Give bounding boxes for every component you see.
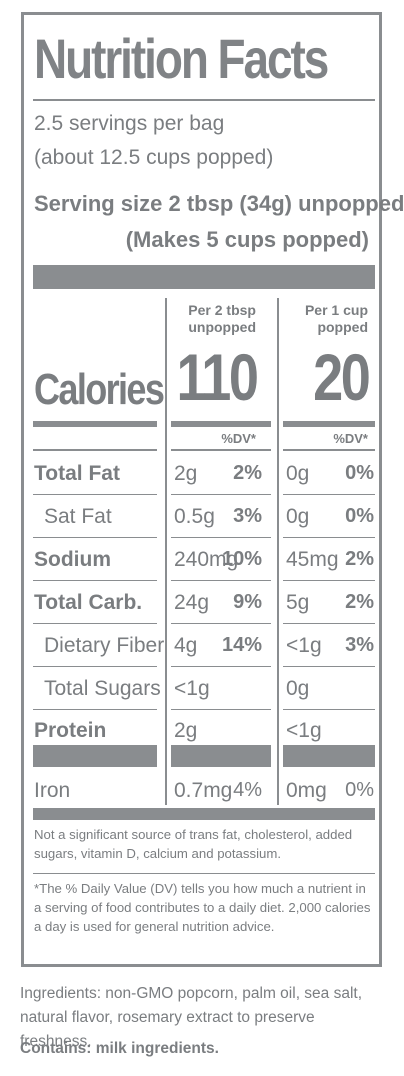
ingredients-statement: Ingredients: non-GMO popcorn, palm oil, … bbox=[20, 985, 363, 1050]
calories-col2: 20 bbox=[312, 340, 371, 414]
nutrient-row-total-carb: Total Carb. 24g 9% 5g 2% bbox=[24, 581, 385, 623]
row-rule bbox=[33, 709, 157, 710]
dv-header-col1: %DV* bbox=[221, 431, 256, 446]
nutrient-row-iron: Iron 0.7mg 4% 0mg 0% bbox=[24, 769, 385, 811]
nutrient-dv-col2: 0% bbox=[345, 505, 374, 527]
title-rule bbox=[33, 99, 375, 101]
col1-header-line2: unpopped bbox=[188, 319, 256, 335]
thick-rule-mid-label bbox=[33, 745, 157, 767]
calories-col1: 110 bbox=[176, 340, 258, 414]
row-rule bbox=[171, 666, 271, 667]
dv-rule-col1 bbox=[171, 449, 271, 451]
nutrient-amount-col2: 0g bbox=[286, 505, 310, 528]
nutrient-amount-col2: 5g bbox=[286, 591, 310, 614]
serving-size: Serving size 2 tbsp (34g) unpopped bbox=[34, 191, 404, 216]
nutrient-dv-col2: 0% bbox=[345, 779, 374, 801]
nutrient-name: Total Fat bbox=[34, 462, 120, 485]
row-rule bbox=[283, 537, 375, 538]
nutrient-amount-col1: <1g bbox=[174, 677, 210, 700]
thick-rule-bottom bbox=[33, 808, 375, 820]
nutrient-amount-col2: <1g bbox=[286, 634, 322, 657]
row-rule bbox=[283, 623, 375, 624]
nutrient-amount-col1: 0.7mg bbox=[174, 779, 233, 802]
nutrient-name: Dietary Fiber bbox=[44, 634, 165, 657]
nutrient-amount-col1: 4g bbox=[174, 634, 198, 657]
allergen-statement: Contains: milk ingredients. bbox=[20, 1040, 219, 1057]
col1-header-line1: Per 2 tbsp bbox=[188, 302, 256, 318]
row-rule bbox=[171, 709, 271, 710]
serving-makes: (Makes 5 cups popped) bbox=[125, 227, 369, 252]
row-rule bbox=[283, 666, 375, 667]
row-rule bbox=[33, 666, 157, 667]
nutrient-dv-col1: 3% bbox=[233, 505, 262, 527]
servings-per-container: 2.5 servings per bag bbox=[34, 112, 225, 135]
nutrient-dv-col2: 2% bbox=[345, 548, 374, 570]
nutrient-row-dietary-fiber: Dietary Fiber 4g 14% <1g 3% bbox=[24, 624, 385, 666]
footnote-rule bbox=[33, 873, 375, 874]
row-rule bbox=[33, 537, 157, 538]
row-rule bbox=[283, 494, 375, 495]
column-divider-1 bbox=[165, 298, 167, 805]
nutrient-name: Protein bbox=[34, 719, 107, 742]
thick-rule-top bbox=[33, 265, 375, 289]
row-rule bbox=[171, 623, 271, 624]
dv-rule-col2 bbox=[283, 449, 375, 451]
nutrient-amount-col2: 0g bbox=[286, 677, 310, 700]
nutrient-amount-col2: 0mg bbox=[286, 779, 327, 802]
nutrient-amount-col2: <1g bbox=[286, 719, 322, 742]
nutrient-dv-col2: 0% bbox=[345, 462, 374, 484]
servings-note: (about 12.5 cups popped) bbox=[34, 146, 274, 169]
nutrient-amount-col1: 0.5g bbox=[174, 505, 215, 528]
nutrient-row-protein: Protein 2g <1g bbox=[24, 709, 385, 751]
calories-rule-col2 bbox=[283, 421, 375, 427]
thick-rule-mid-col1 bbox=[171, 745, 271, 767]
nutrient-name: Total Sugars bbox=[44, 677, 161, 700]
nutrient-dv-col2: 3% bbox=[345, 634, 374, 656]
calories-rule-col1 bbox=[171, 421, 271, 427]
nutrient-row-total-fat: Total Fat 2g 2% 0g 0% bbox=[24, 452, 385, 494]
nutrient-amount-col1: 24g bbox=[174, 591, 210, 614]
col2-header: Per 1 cup popped bbox=[305, 302, 368, 336]
nutrient-amount-col1: 2g bbox=[174, 719, 198, 742]
row-rule bbox=[33, 494, 157, 495]
nutrition-facts-panel: Nutrition Facts 2.5 servings per bag (ab… bbox=[21, 12, 404, 967]
col2-header-line2: popped bbox=[317, 319, 368, 335]
footnote-not-significant: Not a significant source of trans fat, c… bbox=[34, 827, 353, 861]
nutrient-dv-col1: 14% bbox=[221, 634, 262, 656]
dv-rule-label bbox=[33, 449, 157, 451]
row-rule bbox=[171, 580, 271, 581]
dv-header-col2: %DV* bbox=[333, 431, 368, 446]
nutrient-name: Iron bbox=[34, 779, 71, 802]
nutrient-dv-col1: 4% bbox=[233, 779, 262, 801]
nutrient-name: Sat Fat bbox=[44, 505, 112, 528]
nutrient-dv-col2: 2% bbox=[345, 591, 374, 613]
thick-rule-mid-col2 bbox=[283, 745, 375, 767]
nutrient-name: Total Carb. bbox=[34, 591, 143, 614]
col2-header-line1: Per 1 cup bbox=[304, 302, 368, 318]
nutrient-row-total-sugars: Total Sugars <1g 0g bbox=[24, 667, 385, 709]
nutrient-amount-col1: 2g bbox=[174, 462, 198, 485]
calories-label: Calories bbox=[34, 365, 165, 414]
row-rule bbox=[283, 709, 375, 710]
label-title: Nutrition Facts bbox=[34, 27, 329, 90]
footnote-daily-value: *The % Daily Value (DV) tells you how mu… bbox=[34, 881, 371, 934]
nutrient-amount-col2: 45mg bbox=[286, 548, 339, 571]
nutrient-amount-col2: 0g bbox=[286, 462, 310, 485]
nutrient-dv-col1: 9% bbox=[233, 591, 262, 613]
nutrient-name: Sodium bbox=[34, 548, 111, 571]
row-rule bbox=[171, 494, 271, 495]
row-rule bbox=[171, 537, 271, 538]
nutrient-amount-col1: 240mg bbox=[174, 548, 239, 571]
row-rule bbox=[283, 580, 375, 581]
row-rule bbox=[33, 580, 157, 581]
calories-rule-label bbox=[33, 421, 157, 427]
row-rule bbox=[33, 623, 157, 624]
nutrient-dv-col1: 2% bbox=[233, 462, 262, 484]
nutrient-row-sodium: Sodium 240mg 10% 45mg 2% bbox=[24, 538, 385, 580]
column-divider-2 bbox=[277, 298, 279, 805]
col1-header: Per 2 tbsp unpopped bbox=[188, 302, 256, 336]
nutrient-dv-col1: 10% bbox=[221, 548, 262, 570]
nutrient-row-sat-fat: Sat Fat 0.5g 3% 0g 0% bbox=[24, 495, 385, 537]
